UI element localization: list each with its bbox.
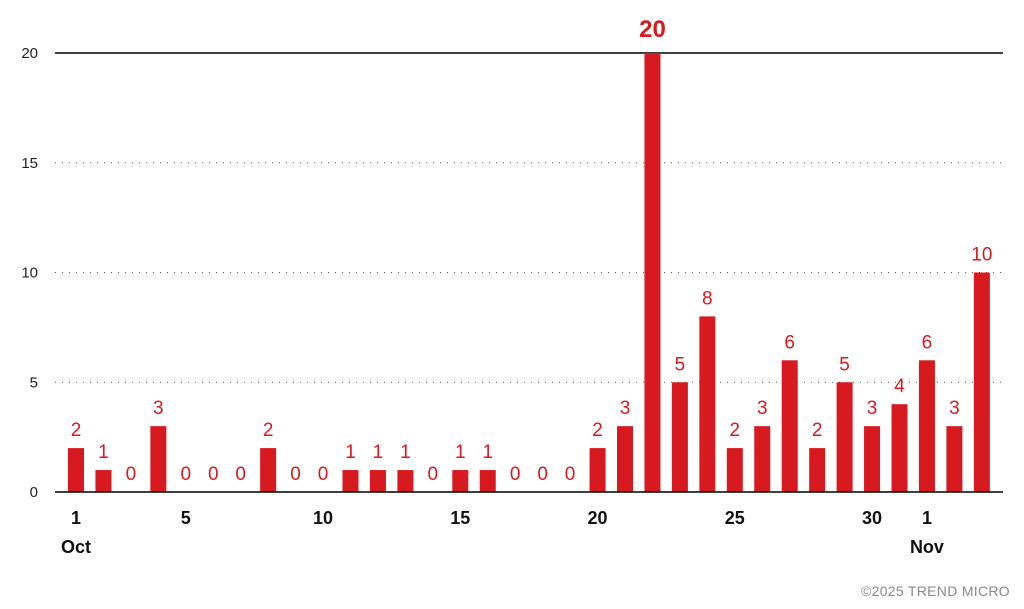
x-tick-label: 15 — [450, 508, 470, 528]
bar — [809, 448, 826, 492]
bar — [68, 448, 84, 492]
bar-value-label: 3 — [949, 398, 960, 419]
x-tick-label: 5 — [181, 508, 191, 528]
bar-value-label: 2 — [592, 420, 603, 441]
bar — [754, 426, 771, 492]
bar — [95, 470, 112, 492]
bar-value-label: 2 — [730, 420, 741, 441]
bar-value-label: 0 — [235, 464, 246, 485]
bar-value-label: 0 — [208, 464, 219, 485]
bar-value-label: 5 — [839, 354, 850, 375]
bar — [260, 448, 277, 492]
bar — [671, 382, 688, 492]
y-tick-label: 0 — [30, 484, 38, 501]
bar — [479, 470, 496, 492]
bar — [864, 426, 881, 492]
bar-value-label: 3 — [757, 398, 768, 419]
bar-value-label: 0 — [126, 464, 137, 485]
bar-value-label: 8 — [702, 288, 713, 309]
bar — [452, 470, 469, 492]
bar-value-label: 0 — [510, 464, 521, 485]
bar-value-label: 2 — [812, 420, 823, 441]
bar — [946, 426, 963, 492]
copyright-notice: ©2025 TREND MICRO — [861, 583, 1010, 599]
bar-value-label: 3 — [153, 398, 164, 419]
bar — [726, 448, 743, 492]
x-month-label: Oct — [61, 537, 91, 557]
x-tick-label: 20 — [588, 508, 608, 528]
bar — [617, 426, 633, 492]
bar — [891, 404, 908, 492]
bar-value-label: 5 — [675, 354, 686, 375]
bar-value-label: 1 — [345, 442, 356, 463]
bar-value-label: 20 — [639, 16, 666, 43]
bar-value-label: 1 — [98, 442, 109, 463]
bar — [699, 316, 716, 492]
bar-value-label: 2 — [71, 420, 82, 441]
bar-value-label: 6 — [784, 332, 795, 353]
bar-value-label: 0 — [318, 464, 329, 485]
x-tick-label: 30 — [862, 508, 882, 528]
bar — [918, 360, 935, 492]
bar-value-label: 0 — [290, 464, 301, 485]
x-tick-label: 1 — [71, 508, 81, 528]
bar-value-label: 1 — [482, 442, 493, 463]
bar — [150, 426, 167, 492]
x-tick-label: 25 — [725, 508, 745, 528]
bar — [589, 448, 606, 492]
y-tick-label: 20 — [21, 45, 38, 62]
bar — [369, 470, 386, 492]
bar-value-label: 3 — [620, 398, 631, 419]
bar — [397, 470, 414, 492]
bar-value-label: 4 — [894, 376, 905, 397]
bar-value-label: 6 — [922, 332, 933, 353]
bar-value-label: 1 — [455, 442, 466, 463]
y-tick-label: 5 — [30, 374, 38, 391]
bar — [781, 360, 798, 492]
x-month-label: Nov — [910, 537, 944, 557]
bar-value-label: 2 — [263, 420, 274, 441]
bar-value-label: 1 — [373, 442, 384, 463]
x-tick-label: 10 — [313, 508, 333, 528]
y-tick-label: 15 — [21, 155, 38, 172]
bar-value-label: 0 — [181, 464, 192, 485]
bar — [644, 53, 661, 492]
bar — [973, 272, 990, 492]
bar — [836, 382, 853, 492]
bar-value-label: 1 — [400, 442, 411, 463]
bar-value-label: 0 — [537, 464, 548, 485]
bar-value-label: 0 — [565, 464, 576, 485]
bar-value-label: 10 — [971, 245, 992, 266]
y-tick-label: 10 — [21, 265, 38, 282]
bar-value-label: 0 — [428, 464, 439, 485]
bar-value-label: 3 — [867, 398, 878, 419]
x-tick-label: 1 — [922, 508, 932, 528]
bar — [342, 470, 359, 492]
